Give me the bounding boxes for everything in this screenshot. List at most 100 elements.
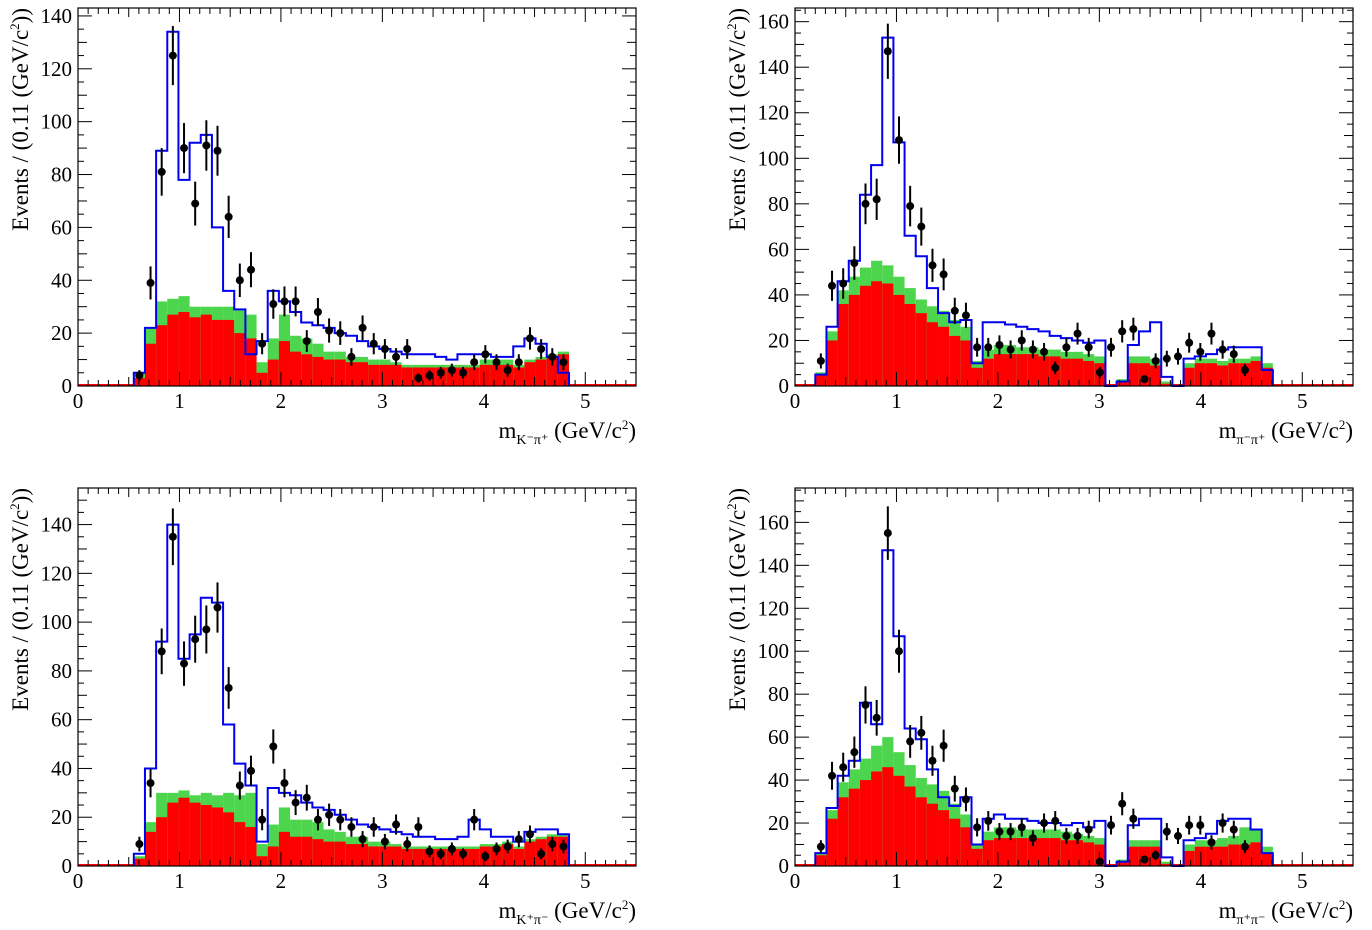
data-point [503,366,512,375]
x-tick-label: 1 [174,389,185,413]
signal-bar [468,367,480,386]
x-axis-label-sup: 2 [1339,417,1346,432]
signal-bar [859,780,872,866]
data-point [1129,814,1138,823]
x-axis-label-tail: ) [628,418,636,443]
data-point [180,659,189,668]
signal-bar [144,831,157,866]
data-point [816,842,825,851]
x-tick-label: 2 [276,389,287,413]
x-axis-label-sub: K⁻π⁺ [516,433,548,448]
signal-bar [390,846,402,866]
signal-bar [379,846,391,866]
data-point [839,763,848,772]
y-tick-label: 120 [41,561,73,585]
x-axis-label-sub: π⁻π⁺ [1236,433,1265,448]
x-tick-label: 4 [1196,389,1207,413]
signal-bar [133,378,145,386]
signal-bar [412,848,424,866]
signal-bar [1027,354,1039,386]
x-tick-label: 4 [479,389,490,413]
x-tick-label: 0 [790,389,801,413]
y-tick-label: 160 [758,510,790,534]
signal-bar [1205,363,1218,386]
data-point [548,840,557,849]
signal-bar [949,818,961,866]
signal-bar [1194,363,1206,386]
signal-bar [893,775,905,866]
signal-bar [1217,365,1229,386]
y-tick-label: 0 [62,854,73,878]
data-point [548,352,557,361]
x-axis-label-tail: ) [1345,418,1353,443]
signal-bar [1127,363,1139,386]
total-fit-line [814,36,1274,387]
signal-bar [837,797,849,866]
data-point [514,835,523,844]
y-axis-label-tail: )) [725,8,750,23]
data-point [325,326,334,335]
y-tick-label: 40 [51,756,72,780]
signal-bar [848,294,860,386]
y-tick-label: 80 [51,659,72,683]
data-point [1229,825,1238,834]
signal-bar [144,343,157,386]
data-point [168,51,177,60]
signal-bar [345,362,357,386]
data-point [258,339,267,348]
data-point [492,844,501,853]
data-point [414,822,423,831]
data-point [1185,821,1194,830]
y-tick-label: 120 [758,101,790,125]
x-tick-label: 2 [993,869,1004,893]
signal-bar [1083,842,1095,866]
data-point [470,358,479,367]
x-axis-label-sub: π⁺π⁻ [1236,913,1265,928]
data-point [459,368,468,377]
y-tick-label: 60 [51,708,72,732]
data-point [939,741,948,750]
signal-bar [1183,367,1195,386]
data-point [191,199,200,208]
data-point [872,713,881,722]
signal-bar [490,846,503,866]
signal-bar [826,340,838,386]
total-fit-line [132,30,571,386]
data-point [984,816,993,825]
data-point [180,144,189,153]
signal-bar [1116,381,1128,386]
data-point [537,849,546,858]
data-point [950,784,959,793]
data-point [1151,356,1160,365]
y-tick-label: 40 [768,283,789,307]
signal-bar [826,818,838,866]
plot-frame [794,7,1354,387]
data-point [436,849,445,858]
data-point [525,830,534,839]
data-point [1107,821,1116,830]
data-point [392,820,401,829]
x-axis-label-unit: (GeV/c [548,418,621,443]
signal-bar [334,841,346,866]
signal-bar [960,827,972,866]
data-point [302,337,311,346]
data-point [961,311,970,320]
signal-bar [502,844,514,866]
data-point [939,270,948,279]
y-tick-label: 80 [768,192,789,216]
data-point [459,849,468,858]
y-axis-label-sup: 2 [7,23,22,30]
x-axis-label-unit: (GeV/c [548,898,621,923]
y-tick-label: 140 [758,553,790,577]
signal-bar [357,362,369,386]
data-point [146,278,155,287]
signal-bar [379,364,391,386]
data-point [1185,338,1194,347]
data-point [269,742,278,751]
x-axis-label-unit: (GeV/c [1265,898,1338,923]
data-point [1229,350,1238,359]
data-point [291,798,300,807]
data-point [828,281,837,290]
signal-bar [960,340,972,386]
